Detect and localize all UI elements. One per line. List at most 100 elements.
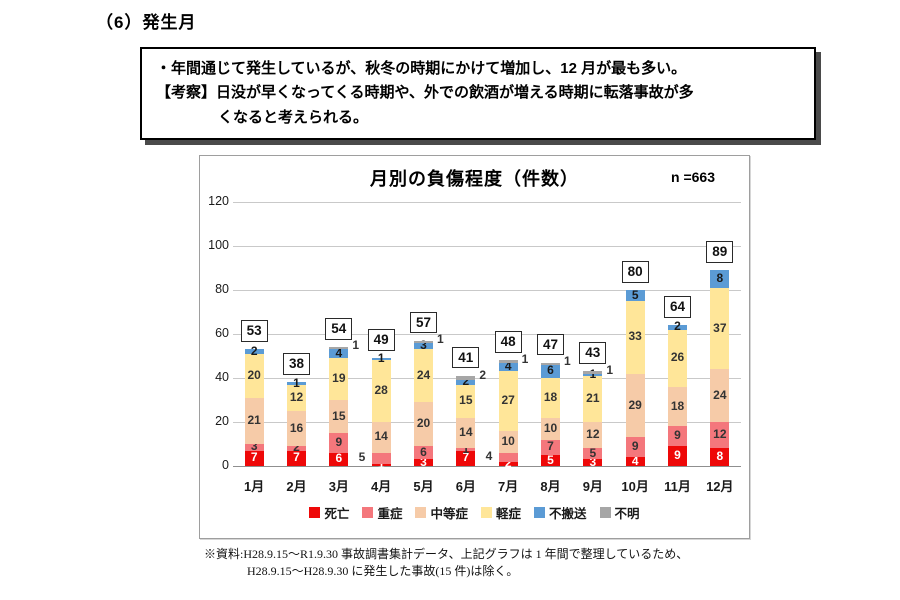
total-badge: 49 xyxy=(360,329,402,351)
bar-segment xyxy=(329,452,349,466)
segment-label: 21 xyxy=(247,412,261,427)
bar-segment xyxy=(456,384,476,418)
segment-label: 10 xyxy=(543,420,558,435)
bar-segment xyxy=(456,380,476,385)
plot-area: 7 3 21 20 2 53 1月 7 2 16 12 1 38 2月 6 9 15 19 4 1 54 3月 1 5 14 28… xyxy=(233,202,741,494)
bar-segment xyxy=(668,329,687,387)
segment-label: 1 xyxy=(589,366,597,381)
segment-label: 2 xyxy=(479,368,487,382)
segment-label: 7 xyxy=(462,450,470,465)
chart-panel: 月別の負傷程度（件数） n =663 7 3 21 20 2 53 1月 7 2 16 12 1 38 2… xyxy=(199,155,750,539)
y-tick-label: 120 xyxy=(208,194,229,208)
legend-item: 不搬送 xyxy=(534,503,587,522)
bar-segment xyxy=(710,287,730,370)
total-badge: 54 xyxy=(318,318,360,340)
bar-segment xyxy=(541,439,560,455)
x-tick-label: 11月 xyxy=(664,479,691,494)
bar-segment xyxy=(287,450,306,466)
bar-segment xyxy=(371,452,391,464)
bar-segment xyxy=(583,373,603,376)
bar-segment xyxy=(583,375,603,422)
bar-segment xyxy=(668,446,687,466)
gridline xyxy=(233,202,741,203)
segment-label: 1 xyxy=(462,441,470,456)
bar-segment xyxy=(414,402,433,447)
segment-label: 20 xyxy=(247,367,261,382)
total-badge-value: 57 xyxy=(409,311,437,334)
segment-label: 1 xyxy=(606,362,614,377)
legend-label: 死亡 xyxy=(324,507,350,521)
y-tick-label: 40 xyxy=(215,370,229,384)
segment-label: 14 xyxy=(459,425,473,439)
segment-label: 3 xyxy=(589,454,597,469)
bar-segment xyxy=(329,358,349,400)
segment-label: 7 xyxy=(293,450,300,465)
legend-swatch xyxy=(415,507,427,518)
total-badge: 38 xyxy=(275,353,317,375)
segment-label: 6 xyxy=(420,444,427,459)
total-badge-value: 47 xyxy=(536,333,564,356)
callout-line-2: 【考察】日没が早くなってくる時期や、外での飲酒が増える時期に転落事故が多 xyxy=(156,84,694,102)
segment-label: 15 xyxy=(459,393,473,408)
segment-label: 33 xyxy=(628,329,642,344)
segment-label: 4 xyxy=(631,453,639,468)
segment-label: 24 xyxy=(713,387,727,402)
legend-label: 軽症 xyxy=(496,507,522,521)
segment-label: 1 xyxy=(352,338,360,353)
x-tick-label: 5月 xyxy=(413,479,434,494)
bar-segment xyxy=(668,325,687,330)
bar-segment xyxy=(287,446,306,451)
segment-label: 2 xyxy=(504,455,512,470)
bar-segment xyxy=(371,358,391,361)
total-badge: 53 xyxy=(233,320,275,342)
segment-label: 8 xyxy=(716,449,724,464)
bar-segment xyxy=(541,378,560,418)
bar-segment xyxy=(414,446,433,460)
legend-label: 重症 xyxy=(377,507,403,521)
bar-segment xyxy=(541,364,560,378)
legend-swatch xyxy=(534,507,546,518)
segment-label: 3 xyxy=(250,439,258,454)
y-tick-label: 100 xyxy=(208,238,229,252)
bar-segment xyxy=(371,463,391,466)
bar-segment xyxy=(498,452,518,462)
chart-n-label: n =663 xyxy=(671,169,715,185)
total-badge: 47 xyxy=(529,333,571,356)
bar-segment xyxy=(498,362,518,372)
bar-segment xyxy=(710,448,730,466)
total-badge-value: 43 xyxy=(579,342,607,364)
bar-segment xyxy=(329,433,349,453)
legend-item: 不明 xyxy=(599,503,640,522)
bar-segment xyxy=(244,450,264,466)
chart-title: 月別の負傷程度（件数） xyxy=(370,169,579,189)
bar-segment xyxy=(456,375,476,381)
bar-segment xyxy=(583,448,603,460)
segment-label: 3 xyxy=(420,454,427,469)
bar-segment xyxy=(244,444,264,451)
segment-label: 6 xyxy=(547,363,554,378)
bar-segment xyxy=(244,353,264,398)
segment-label: 12 xyxy=(586,427,600,442)
segment-label: 1 xyxy=(377,351,385,366)
bar-segment xyxy=(710,422,730,449)
segment-label: 7 xyxy=(250,450,258,465)
y-tick-label: 60 xyxy=(215,326,229,340)
segment-label: 21 xyxy=(586,390,600,405)
segment-label: 19 xyxy=(332,371,346,386)
total-badge-value: 54 xyxy=(325,318,353,340)
segment-label: 5 xyxy=(589,445,597,460)
y-tick-label: 20 xyxy=(215,414,229,428)
segment-label: 18 xyxy=(670,398,685,413)
x-tick-label: 7月 xyxy=(498,479,519,494)
total-badge: 89 xyxy=(699,241,741,263)
bar-segment xyxy=(329,347,349,350)
segment-label: 4 xyxy=(335,345,343,360)
x-tick-label: 1月 xyxy=(244,479,265,494)
x-tick-label: 4月 xyxy=(371,479,392,494)
legend-swatch xyxy=(362,507,374,518)
segment-label: 9 xyxy=(674,428,681,443)
segment-label: 1 xyxy=(521,351,529,366)
bar-segment xyxy=(287,411,306,447)
segment-label: 8 xyxy=(716,271,724,285)
bar-segment xyxy=(414,340,433,343)
